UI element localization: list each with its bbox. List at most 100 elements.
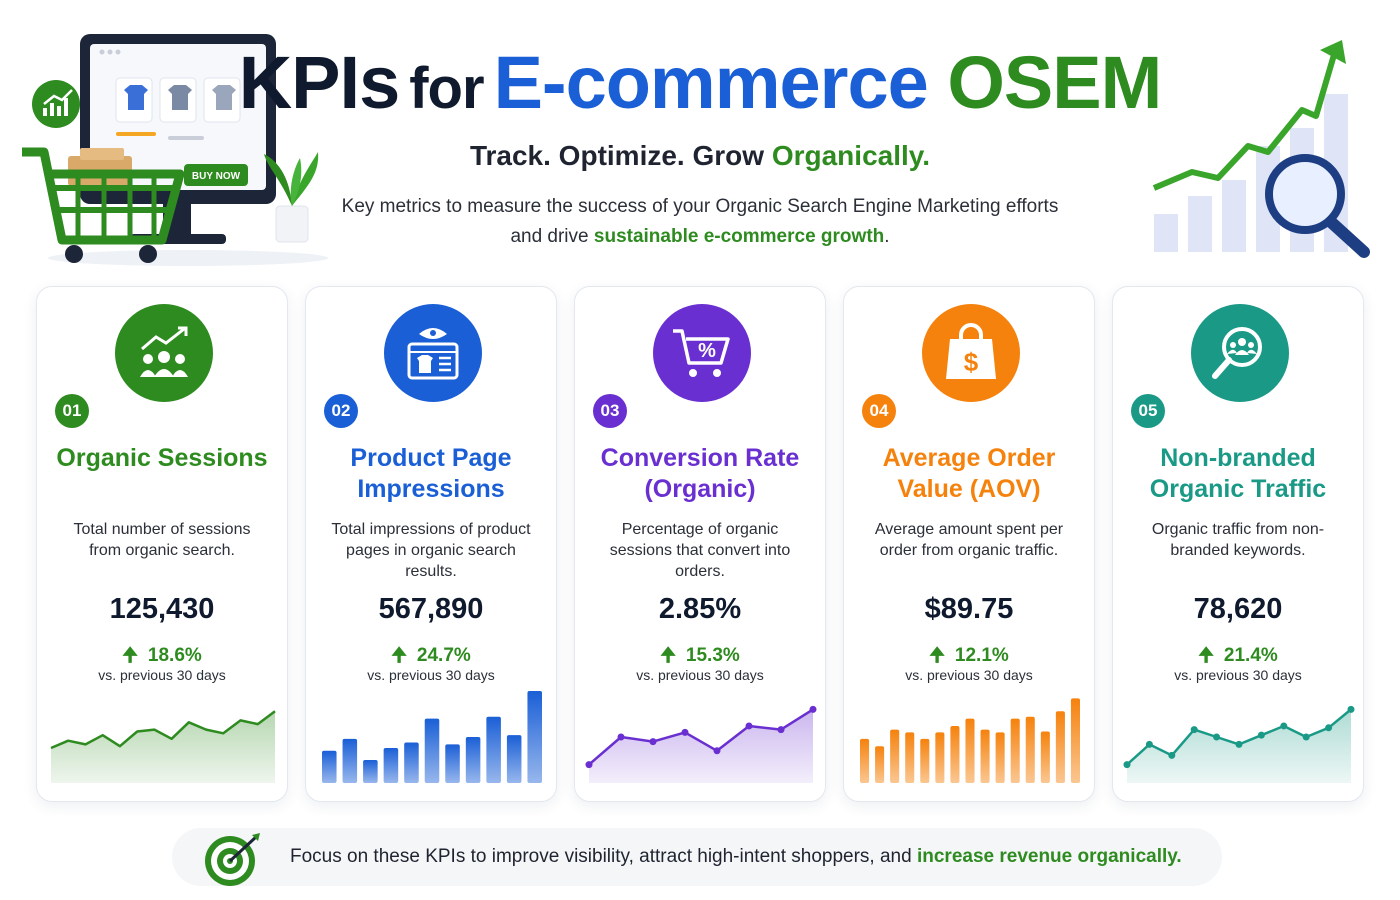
kpi-description: Total impressions of product pages in or… — [331, 521, 531, 580]
trend-bar — [342, 738, 358, 783]
subtitle-accent: Organically. — [771, 140, 931, 171]
kpi-change-value: 21.4% — [1223, 645, 1278, 666]
trend-bar — [486, 716, 501, 783]
kpi-change: 🠉 12.1% — [844, 641, 1094, 673]
trend-bar — [950, 725, 960, 783]
kpi-trend-chart — [1123, 705, 1355, 783]
trend-bar — [980, 729, 990, 783]
dollar-bag-icon: $ — [922, 304, 1020, 402]
trend-bar — [383, 748, 399, 783]
kpi-compare: vs. previous 30 days — [367, 667, 495, 683]
trend-bar — [905, 732, 915, 783]
trend-area — [589, 709, 813, 783]
kpi-change: 🠉 24.7% — [306, 641, 556, 673]
buy-now-label: BUY NOW — [192, 171, 241, 182]
intro-line-2-accent: sustainable e-commerce growth — [593, 226, 885, 247]
kpi-title: Average Order Value (AOV) — [882, 444, 1056, 503]
title-kpis: KPIs — [238, 41, 401, 124]
arrow-up-icon: 🠉 — [1198, 645, 1214, 666]
kpi-change-value: 15.3% — [685, 645, 740, 666]
trend-bar — [920, 738, 930, 783]
arrow-up-icon: 🠉 — [660, 645, 676, 666]
trend-area — [51, 711, 275, 783]
trend-point — [681, 728, 689, 736]
trend-point — [1123, 761, 1131, 769]
kpi-change-value: 18.6% — [147, 645, 202, 666]
kpi-value: 125,430 — [109, 593, 215, 625]
kpi-change: 🠉 18.6% — [37, 641, 287, 673]
trend-point — [1213, 733, 1221, 741]
subtitle-main: Track. Optimize. Grow — [469, 140, 765, 171]
kpi-change-value: 12.1% — [954, 645, 1009, 666]
trend-point — [1168, 751, 1176, 759]
kpi-description: Total number of sessions from organic se… — [73, 521, 251, 559]
intro-text: Key metrics to measure the success of yo… — [330, 192, 1070, 252]
trend-bar — [860, 738, 870, 783]
hero-illustration-growth — [1140, 36, 1390, 261]
title-for: for — [409, 56, 484, 121]
kpi-number-badge: 02 — [324, 394, 358, 428]
product-page-icon — [384, 304, 482, 402]
kpi-trend-chart — [585, 705, 817, 783]
trend-bar — [445, 744, 460, 783]
kpi-value: 2.85% — [658, 593, 742, 625]
trend-bar — [965, 718, 975, 783]
kpi-compare: vs. previous 30 days — [905, 667, 1033, 683]
target-icon — [205, 833, 260, 886]
kpi-card-product-page-impressions: 02 Product Page Impressions Total impres… — [305, 286, 557, 802]
kpi-compare: vs. previous 30 days — [1174, 667, 1302, 683]
svg-text:$: $ — [964, 347, 979, 377]
footer-banner: Focus on these KPIs to improve visibilit… — [172, 828, 1222, 886]
kpi-number-badge: 01 — [55, 394, 89, 428]
intro-line-2-suffix: . — [884, 226, 890, 247]
trend-bar — [1040, 731, 1050, 783]
trend-bar — [1010, 718, 1020, 783]
kpi-description: Percentage of organic sessions that conv… — [609, 521, 791, 580]
kpi-value: 78,620 — [1193, 593, 1283, 625]
arrow-up-icon: 🠉 — [122, 645, 138, 666]
trend-point — [1302, 733, 1310, 741]
trend-point — [1257, 731, 1265, 739]
kpi-compare: vs. previous 30 days — [636, 667, 764, 683]
intro-line-1: Key metrics to measure the success of yo… — [341, 196, 1059, 217]
kpi-trend-chart — [860, 698, 1080, 783]
trend-line — [50, 710, 276, 750]
kpi-change: 🠉 21.4% — [1113, 641, 1363, 673]
cart-percent-icon: % — [653, 304, 751, 402]
trend-point — [585, 761, 593, 769]
trend-bar — [424, 718, 440, 783]
trend-bar — [506, 735, 522, 783]
kpi-title: Organic Sessions — [56, 444, 268, 472]
footer-text-accent: increase revenue organically. — [916, 846, 1182, 867]
trend-bar — [363, 760, 378, 783]
trend-bar — [995, 732, 1005, 783]
footer-text: Focus on these KPIs to improve visibilit… — [290, 846, 1182, 868]
title-ecommerce: E-commerce — [493, 41, 929, 124]
kpi-value: $89.75 — [924, 593, 1014, 625]
kpi-title: Product Page Impressions — [350, 444, 512, 503]
kpi-change-value: 24.7% — [416, 645, 471, 666]
sessions-growth-icon — [115, 304, 213, 402]
trend-bar — [1025, 716, 1035, 783]
trend-point — [745, 722, 753, 730]
trend-bar — [1070, 698, 1080, 783]
trend-bar — [875, 746, 885, 783]
trend-bar — [935, 732, 945, 783]
trend-point — [1280, 722, 1288, 730]
kpi-value: 567,890 — [378, 593, 484, 625]
trend-point — [1325, 724, 1333, 732]
kpi-card-non-branded-traffic: 05 Non-branded Organic Traffic Organic t… — [1112, 286, 1364, 802]
kpi-change: 🠉 15.3% — [575, 641, 825, 673]
trend-point — [649, 738, 657, 746]
kpi-card-average-order-value: $ 04 Average Order Value (AOV) Average a… — [843, 286, 1095, 802]
kpi-card-conversion-rate: % 03 Conversion Rate (Organic) Percentag… — [574, 286, 826, 802]
arrow-up-icon: 🠉 — [391, 645, 407, 666]
kpi-title: Non-branded Organic Traffic — [1149, 444, 1327, 503]
trend-point — [1235, 740, 1243, 748]
trend-bar — [527, 691, 542, 783]
trend-bar — [1055, 711, 1065, 783]
trend-point — [713, 747, 721, 755]
kpi-title: Conversion Rate (Organic) — [600, 444, 800, 503]
arrow-up-icon: 🠉 — [929, 645, 945, 666]
kpi-description: Average amount spent per order from orga… — [874, 521, 1064, 559]
